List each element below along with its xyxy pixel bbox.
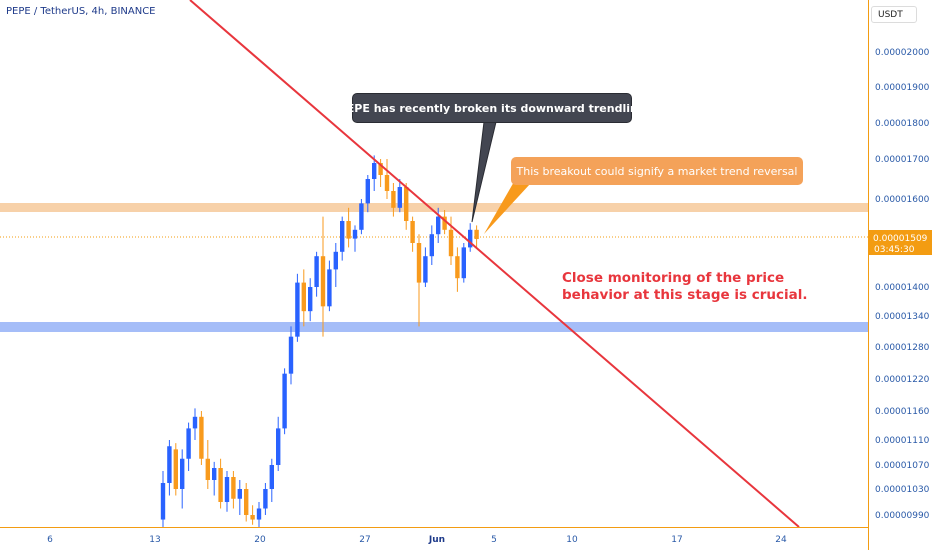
current-price-tag (869, 230, 932, 255)
x-tick-label: 27 (359, 535, 370, 545)
candle-body (320, 256, 326, 307)
candle-body (256, 508, 262, 520)
y-axis-ticks[interactable]: 0.00002000 0.00001900 0.00001800 0.00001700… (875, 48, 930, 521)
x-axis-ticks[interactable]: 6 13 20 27 Jun 5 10 17 24 (47, 535, 787, 545)
x-tick-label: Jun (428, 535, 445, 545)
y-tick-label: 0.00002000 (875, 48, 930, 58)
candle-body (308, 287, 313, 312)
candle-body (327, 269, 332, 307)
y-tick-label: 0.00001160 (875, 407, 930, 417)
candle-body (429, 234, 434, 257)
candle-body (404, 187, 409, 221)
candle-body (384, 175, 390, 191)
monitoring-note[interactable]: Close monitoring of the price behavior a… (562, 270, 808, 304)
y-tick-label: 0.00000990 (875, 511, 930, 521)
x-tick-label: 17 (671, 535, 682, 545)
candle-body (365, 179, 370, 204)
x-tick-label: 20 (254, 535, 266, 545)
candle-body (167, 446, 172, 483)
candle-body (352, 229, 358, 239)
resistance-zone (0, 203, 868, 212)
candle-body (301, 282, 306, 312)
x-tick-label: 10 (566, 535, 578, 545)
y-tick-label: 0.00001030 (875, 485, 930, 495)
candle-body (173, 449, 178, 489)
candle-body (237, 489, 242, 499)
y-tick-label: 0.00001070 (875, 461, 930, 471)
y-tick-label: 0.00001600 (875, 195, 930, 205)
candle-body (282, 373, 287, 429)
x-tick-label: 5 (491, 535, 497, 545)
downward-trendline[interactable] (189, 0, 800, 528)
y-tick-label: 0.00001110 (875, 436, 930, 446)
x-tick-label: 13 (149, 535, 160, 545)
candle-body (205, 458, 210, 480)
y-tick-label: 0.00001340 (875, 312, 930, 322)
y-tick-label: 0.00001900 (875, 83, 930, 93)
plot-area[interactable] (0, 0, 868, 527)
y-tick-label: 0.00001800 (875, 119, 930, 129)
candle-body (180, 458, 185, 489)
candle-body (212, 468, 217, 480)
x-tick-label: 6 (47, 535, 53, 545)
candle-body (192, 416, 198, 429)
y-tick-label: 0.00001400 (875, 283, 930, 293)
candle-body (295, 282, 300, 337)
y-tick-label: 0.00001280 (875, 343, 930, 353)
candle-body (224, 477, 230, 502)
candle-body (199, 416, 204, 459)
currency-button[interactable]: USDT (871, 6, 917, 23)
candle-body (333, 251, 338, 270)
candle-body (276, 428, 281, 465)
reversal-callout[interactable]: This breakout could signify a market tre… (511, 157, 803, 185)
current-price-label: 0.00001509 (873, 234, 928, 244)
monitoring-note-line-2: behavior at this stage is crucial. (562, 287, 808, 303)
y-tick-label: 0.00001220 (875, 375, 930, 385)
candles-layer (160, 155, 479, 528)
candle-body (372, 163, 377, 179)
candle-body (269, 465, 274, 489)
candle-body (410, 221, 415, 243)
candle-body (442, 216, 447, 230)
candle-body (448, 229, 454, 257)
candle-body (244, 489, 249, 515)
candle-body (340, 221, 345, 252)
candle-body (263, 489, 268, 509)
candle-body (416, 243, 422, 283)
candle-body (346, 221, 351, 239)
trendline-callout[interactable]: PEPE has recently broken its downward tr… (339, 93, 645, 123)
support-zone (0, 322, 868, 332)
candle-body (186, 428, 191, 459)
candle-body (250, 515, 255, 520)
monitoring-note-line-1: Close monitoring of the price (562, 270, 785, 286)
candle-body (359, 203, 364, 230)
candle-body (474, 229, 479, 240)
orange-callout-pointer (484, 180, 530, 234)
y-tick-label: 0.00001700 (875, 155, 930, 165)
candle-body (436, 216, 441, 235)
candle-body (397, 187, 402, 208)
candle-body (391, 191, 396, 208)
candle-body (160, 483, 166, 520)
candle-body (288, 336, 294, 374)
candle-body (455, 256, 460, 279)
x-tick-label: 24 (775, 535, 787, 545)
candle-body (218, 468, 223, 502)
candle-body (468, 229, 473, 248)
candle-body (461, 247, 466, 279)
candle-body (423, 256, 428, 283)
candle-body (231, 477, 236, 499)
symbol-title[interactable]: PEPE / TetherUS, 4h, BINANCE (6, 6, 156, 17)
candle-countdown: 03:45:30 (874, 245, 915, 255)
candle-body (378, 163, 383, 175)
candle-body (314, 256, 319, 287)
